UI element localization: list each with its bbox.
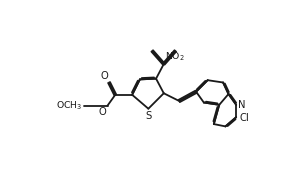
Text: OCH$_3$: OCH$_3$ [56,99,82,112]
Text: NO$_2$: NO$_2$ [165,50,185,63]
Text: O: O [99,107,106,117]
Text: Cl: Cl [240,113,249,123]
Text: O: O [100,71,108,81]
Text: S: S [145,111,152,121]
Text: N: N [238,100,246,110]
